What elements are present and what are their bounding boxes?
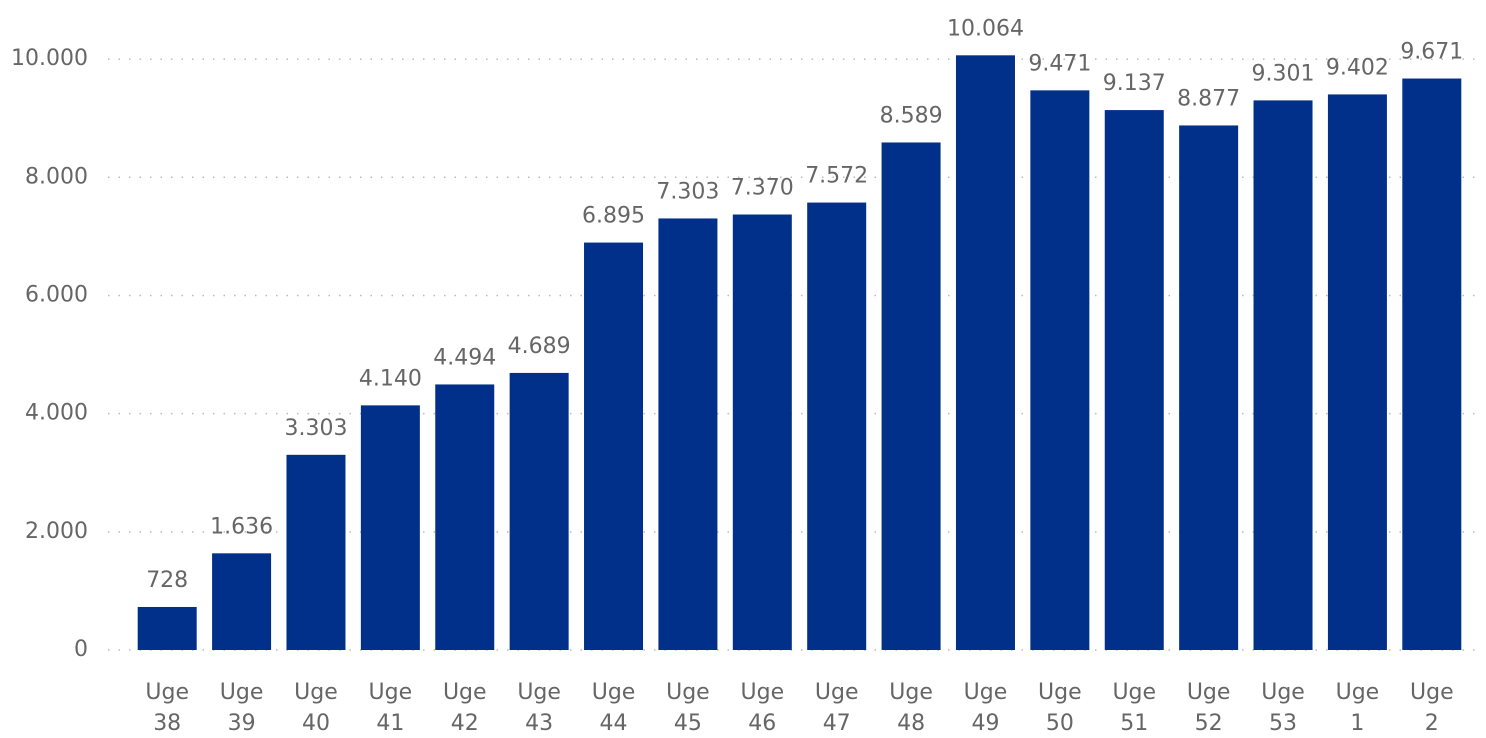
- bar: [1179, 125, 1239, 650]
- data-label: 8.589: [880, 103, 943, 128]
- x-tick-label: Uge 44: [592, 680, 636, 736]
- x-tick-label: Uge 52: [1187, 680, 1231, 736]
- bar: [212, 553, 272, 650]
- bar: [658, 218, 718, 650]
- data-label: 7.370: [731, 176, 794, 201]
- data-label: 9.301: [1252, 61, 1315, 86]
- x-tick-label: Uge 1: [1336, 680, 1380, 736]
- bar: [807, 202, 867, 650]
- data-label: 1.636: [210, 514, 273, 539]
- x-tick-label: Uge 43: [517, 680, 561, 736]
- bar: [360, 405, 420, 650]
- bar: [584, 242, 644, 650]
- x-tick-label: Uge 40: [294, 680, 338, 736]
- bar: [1104, 110, 1164, 650]
- x-tick-label: Uge 39: [220, 680, 264, 736]
- y-tick-label: 6.000: [25, 282, 88, 307]
- bar: [1402, 78, 1462, 651]
- x-tick-label: Uge 42: [443, 680, 487, 736]
- data-label: 728: [146, 568, 188, 593]
- bar: [286, 454, 346, 650]
- x-tick-label: Uge 41: [369, 680, 413, 736]
- x-tick-label: Uge 50: [1038, 680, 1082, 736]
- bar: [1327, 94, 1387, 651]
- data-label: 4.689: [508, 334, 571, 359]
- data-label: 7.303: [656, 179, 719, 204]
- data-label: 10.064: [947, 16, 1024, 41]
- data-label: 8.877: [1177, 86, 1240, 111]
- x-tick-label: Uge 2: [1410, 680, 1454, 736]
- bar: [435, 384, 495, 650]
- data-label: 9.402: [1326, 55, 1389, 80]
- y-tick-label: 2.000: [25, 519, 88, 544]
- y-tick-label: 0: [74, 637, 88, 662]
- x-tick-label: Uge 38: [145, 680, 189, 736]
- data-label: 9.137: [1103, 71, 1166, 96]
- x-tick-label: Uge 47: [815, 680, 859, 736]
- x-tick-label: Uge 48: [889, 680, 933, 736]
- x-tick-label: Uge 53: [1261, 680, 1305, 736]
- x-tick-label: Uge 45: [666, 680, 710, 736]
- data-label: 9.471: [1028, 51, 1091, 76]
- x-tick-label: Uge 46: [741, 680, 785, 736]
- x-tick-label: Uge 49: [964, 680, 1008, 736]
- data-label: 4.140: [359, 366, 422, 391]
- bar: [137, 606, 197, 650]
- data-label: 7.572: [805, 164, 868, 189]
- data-label: 4.494: [433, 345, 496, 370]
- y-tick-label: 8.000: [25, 164, 88, 189]
- x-tick-label: Uge 51: [1112, 680, 1156, 736]
- bar: [1253, 100, 1313, 651]
- bar: [955, 55, 1015, 651]
- y-tick-label: 4.000: [25, 401, 88, 426]
- bar: [881, 142, 941, 650]
- y-tick-label: 10.000: [11, 46, 88, 71]
- data-label: 9.671: [1400, 40, 1463, 65]
- bar: [509, 372, 569, 650]
- data-label: 6.895: [582, 204, 645, 229]
- bar: [1030, 90, 1090, 651]
- data-label: 3.303: [284, 416, 347, 441]
- bar: [732, 214, 792, 650]
